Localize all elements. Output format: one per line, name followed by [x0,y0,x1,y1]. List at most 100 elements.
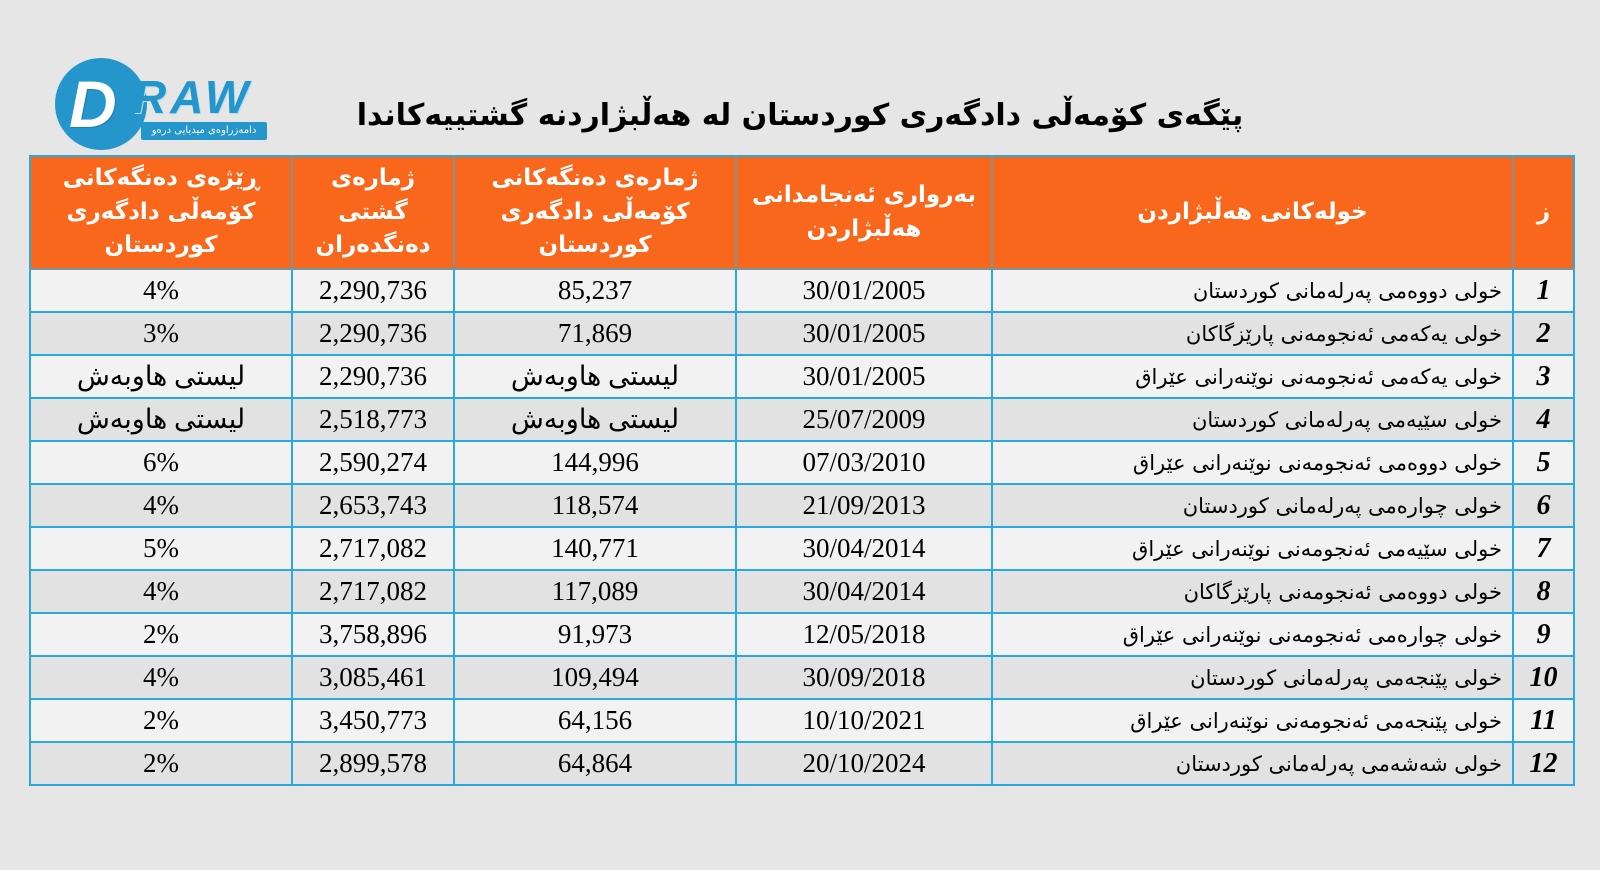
table-row: 2% 3,758,896 91,973 12/05/2018 خولی چوار… [29,612,1575,657]
header-row: ڕێژەی دەنگەکانی کۆمەڵی دادگەری کوردستان … [29,155,1575,270]
cell-percentage: 4% [29,483,293,528]
cell-group-votes: 109,494 [453,655,737,700]
table-row: 4% 2,653,743 118,574 21/09/2013 خولی چوا… [29,483,1575,528]
cell-group-votes: 64,864 [453,741,737,786]
cell-election-date: 30/09/2018 [735,655,993,700]
table-row: 5% 2,717,082 140,771 30/04/2014 خولی سێی… [29,526,1575,571]
cell-percentage: 4% [29,655,293,700]
cell-percentage: 3% [29,311,293,356]
cell-election-round: خولی یەکەمی ئەنجومەنی نوێنەرانی عێراق [991,354,1514,399]
cell-row-number: 4 [1512,397,1575,442]
cell-election-round: خولی سێیەمی ئەنجومەنی نوێنەرانی عێراق [991,526,1514,571]
cell-election-round: خولی پێنجەمی ئەنجومەنی نوێنەرانی عێراق [991,698,1514,743]
table-row: 4% 3,085,461 109,494 30/09/2018 خولی پێن… [29,655,1575,700]
cell-group-votes: 71,869 [453,311,737,356]
table-row: 2% 3,450,773 64,156 10/10/2021 خولی پێنج… [29,698,1575,743]
cell-percentage: 6% [29,440,293,485]
table-row: 3% 2,290,736 71,869 30/01/2005 خولی یەکە… [29,311,1575,356]
cell-election-date: 30/01/2005 [735,311,993,356]
cell-total-voters: 2,717,082 [291,569,455,614]
cell-election-round: خولی پێنجەمی پەرلەمانی کوردستان [991,655,1514,700]
header-row-number: ز [1512,155,1575,270]
header-election-date: بەرواری ئەنجامدانی هەڵبژاردن [735,155,993,270]
cell-election-round: خولی سێیەمی پەرلەمانی کوردستان [991,397,1514,442]
header-election-round: خولەکانی هەڵبژاردن [991,155,1514,270]
cell-group-votes: 118,574 [453,483,737,528]
cell-group-votes: 64,156 [453,698,737,743]
cell-row-number: 10 [1512,655,1575,700]
header-percentage: ڕێژەی دەنگەکانی کۆمەڵی دادگەری کوردستان [29,155,293,270]
cell-row-number: 12 [1512,741,1575,786]
cell-percentage: 4% [29,569,293,614]
cell-election-date: 07/03/2010 [735,440,993,485]
cell-group-votes: 91,973 [453,612,737,657]
cell-row-number: 5 [1512,440,1575,485]
cell-election-round: خولی دووەمی پەرلەمانی کوردستان [991,268,1514,313]
cell-total-voters: 2,290,736 [291,354,455,399]
results-table: ڕێژەی دەنگەکانی کۆمەڵی دادگەری کوردستان … [29,155,1575,786]
cell-row-number: 2 [1512,311,1575,356]
cell-percentage: 2% [29,698,293,743]
cell-election-round: خولی دووەمی ئەنجومەنی پارێزگاکان [991,569,1514,614]
cell-percentage: لیستی هاوبەش [29,397,293,442]
cell-total-voters: 2,290,736 [291,268,455,313]
draw-logo: D RAW دامەزراوەی میدیایی درەو [55,58,267,158]
logo-tagline: دامەزراوەی میدیایی درەو [141,122,267,140]
cell-group-votes: 85,237 [453,268,737,313]
cell-row-number: 6 [1512,483,1575,528]
cell-total-voters: 2,653,743 [291,483,455,528]
cell-percentage: 4% [29,268,293,313]
table-row: 6% 2,590,274 144,996 07/03/2010 خولی دوو… [29,440,1575,485]
cell-total-voters: 2,518,773 [291,397,455,442]
cell-group-votes: 144,996 [453,440,737,485]
header-group-votes: ژمارەی دەنگەکانی کۆمەڵی دادگەری کوردستان [453,155,737,270]
cell-election-round: خولی یەکەمی ئەنجومەنی پارێزگاکان [991,311,1514,356]
cell-election-round: خولی دووەمی ئەنجومەنی نوێنەرانی عێراق [991,440,1514,485]
cell-group-votes: 140,771 [453,526,737,571]
cell-election-date: 30/04/2014 [735,569,993,614]
table-row: 2% 2,899,578 64,864 20/10/2024 خولی شەشە… [29,741,1575,786]
cell-row-number: 11 [1512,698,1575,743]
cell-election-date: 20/10/2024 [735,741,993,786]
cell-total-voters: 2,899,578 [291,741,455,786]
cell-total-voters: 2,290,736 [291,311,455,356]
cell-row-number: 9 [1512,612,1575,657]
logo-wordmark: RAW [133,71,253,123]
table-row: 4% 2,290,736 85,237 30/01/2005 خولی دووە… [29,268,1575,313]
cell-total-voters: 3,450,773 [291,698,455,743]
cell-row-number: 8 [1512,569,1575,614]
results-table-wrapper: ڕێژەی دەنگەکانی کۆمەڵی دادگەری کوردستان … [29,155,1575,786]
table-row: لیستی هاوبەش 2,290,736 لیستی هاوبەش 30/0… [29,354,1575,399]
table-row: لیستی هاوبەش 2,518,773 لیستی هاوبەش 25/0… [29,397,1575,442]
cell-group-votes: لیستی هاوبەش [453,354,737,399]
cell-row-number: 3 [1512,354,1575,399]
cell-percentage: لیستی هاوبەش [29,354,293,399]
cell-total-voters: 3,758,896 [291,612,455,657]
cell-group-votes: 117,089 [453,569,737,614]
cell-percentage: 2% [29,741,293,786]
cell-election-date: 12/05/2018 [735,612,993,657]
cell-election-date: 21/09/2013 [735,483,993,528]
cell-election-date: 30/01/2005 [735,354,993,399]
cell-percentage: 5% [29,526,293,571]
cell-total-voters: 2,717,082 [291,526,455,571]
cell-election-date: 25/07/2009 [735,397,993,442]
page-title: پێگەی کۆمەڵی دادگەری کوردستان لە هەڵبژار… [356,98,1244,133]
cell-row-number: 7 [1512,526,1575,571]
cell-election-date: 30/01/2005 [735,268,993,313]
cell-election-round: خولی چوارەمی پەرلەمانی کوردستان [991,483,1514,528]
table-header: ڕێژەی دەنگەکانی کۆمەڵی دادگەری کوردستان … [29,155,1575,270]
cell-election-date: 10/10/2021 [735,698,993,743]
cell-row-number: 1 [1512,268,1575,313]
cell-total-voters: 2,590,274 [291,440,455,485]
header-total-voters: ژمارەی گشتی دەنگدەران [291,155,455,270]
table-body: 4% 2,290,736 85,237 30/01/2005 خولی دووە… [29,268,1575,786]
cell-election-date: 30/04/2014 [735,526,993,571]
cell-election-round: خولی شەشەمی پەرلەمانی کوردستان [991,741,1514,786]
logo-circle-icon: D [55,58,147,150]
cell-total-voters: 3,085,461 [291,655,455,700]
table-row: 4% 2,717,082 117,089 30/04/2014 خولی دوو… [29,569,1575,614]
logo-d-letter: D [69,67,117,141]
cell-percentage: 2% [29,612,293,657]
